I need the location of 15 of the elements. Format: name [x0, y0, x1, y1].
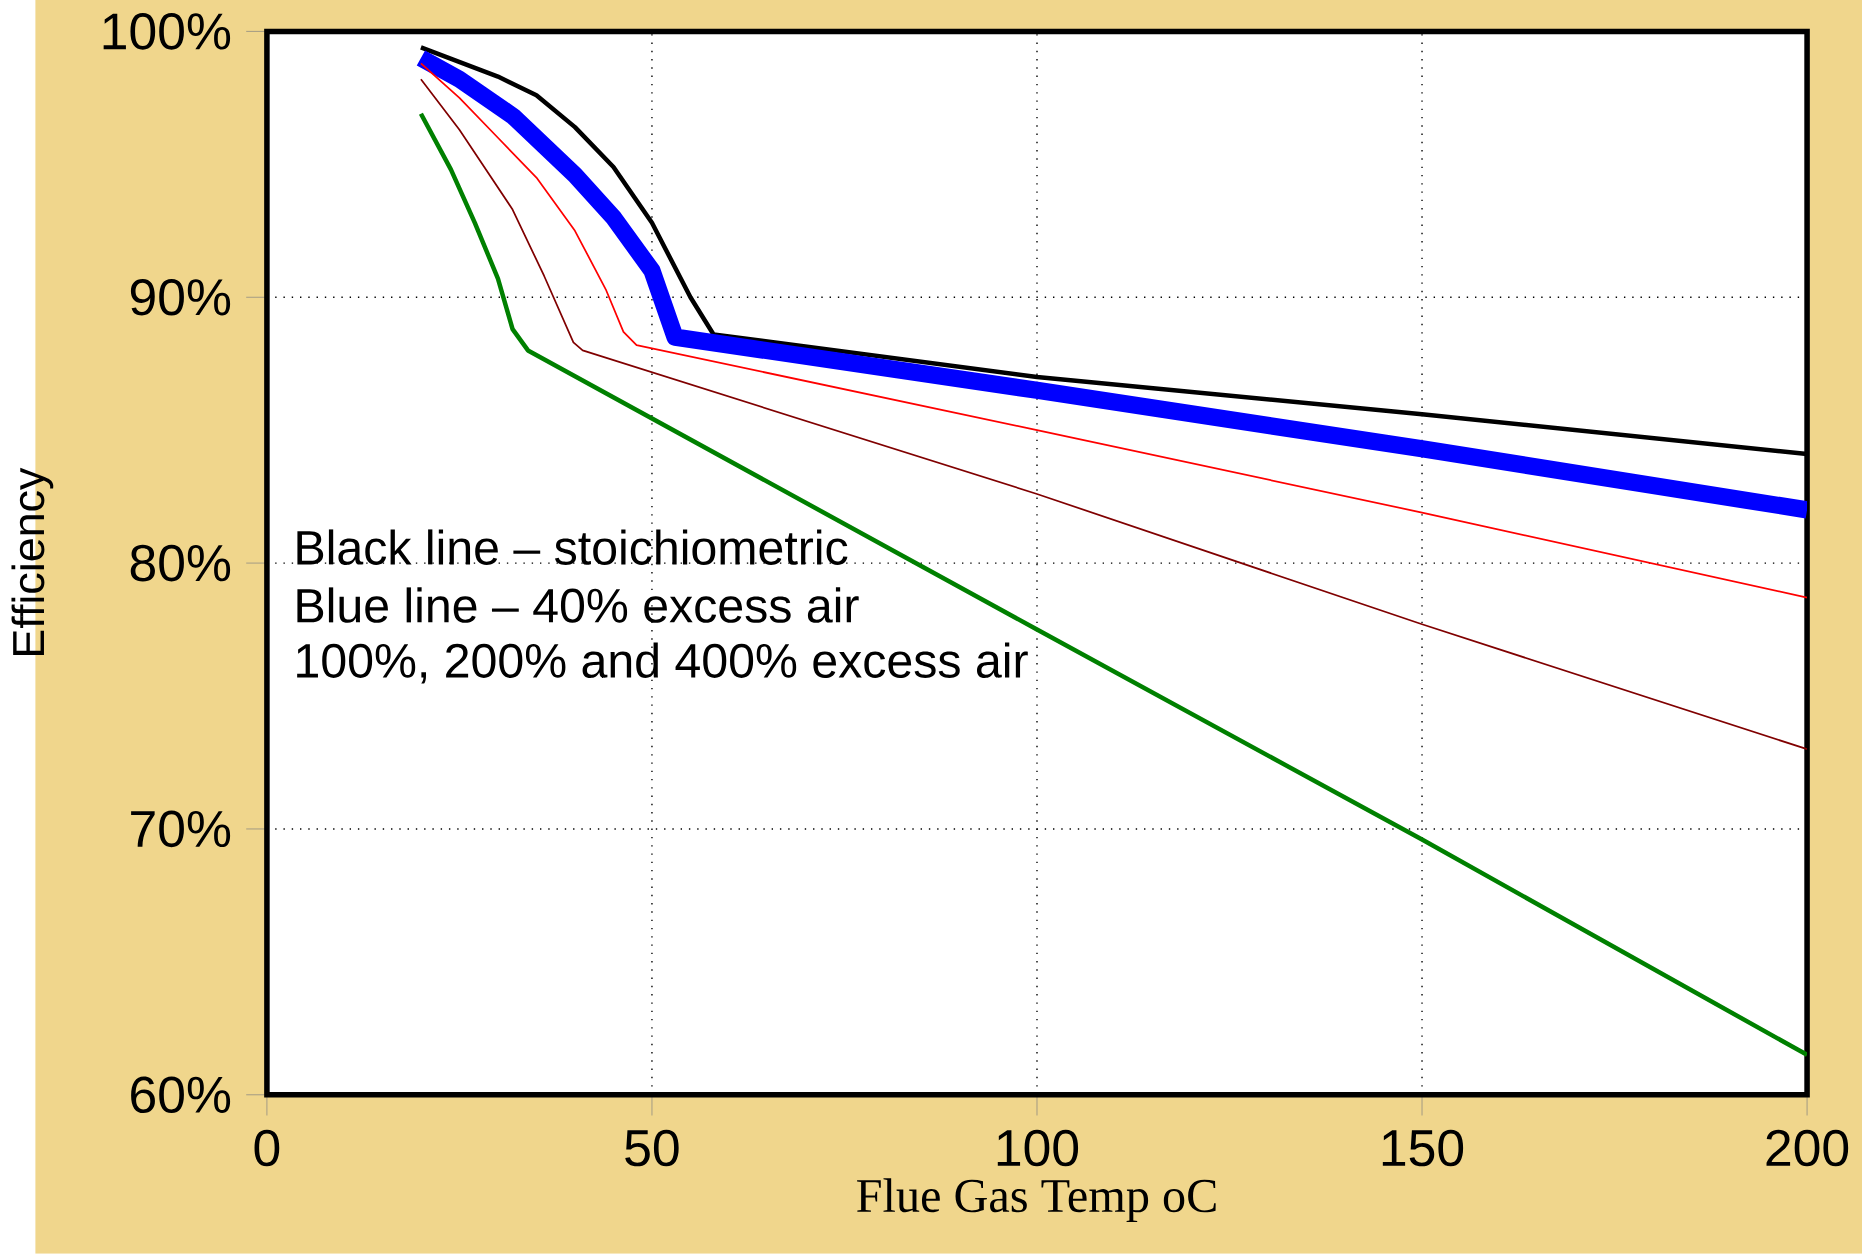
y-axis-title: Efficiency — [11, 467, 54, 656]
x-tick-label: 100 — [997, 1129, 1079, 1167]
y-tick-label: 80% — [130, 544, 231, 582]
annotation: 100%, 200% and 400% excess air — [297, 642, 1028, 684]
annotation: Black line – stoichiometric — [297, 529, 848, 566]
x-tick-label: 200 — [1766, 1129, 1849, 1167]
x-tick-label: 50 — [625, 1129, 679, 1167]
annotation: Blue line – 40% excess air — [297, 587, 859, 623]
x-tick-label: 0 — [254, 1129, 280, 1167]
y-tick-label: 70% — [131, 810, 231, 848]
y-tick-label: 90% — [130, 279, 231, 316]
y-tick-label: 100% — [103, 13, 231, 50]
y-tick-label: 60% — [131, 1076, 231, 1114]
x-axis-title: Flue Gas Temp oC — [857, 1178, 1216, 1223]
x-tick-label: 150 — [1382, 1129, 1464, 1167]
